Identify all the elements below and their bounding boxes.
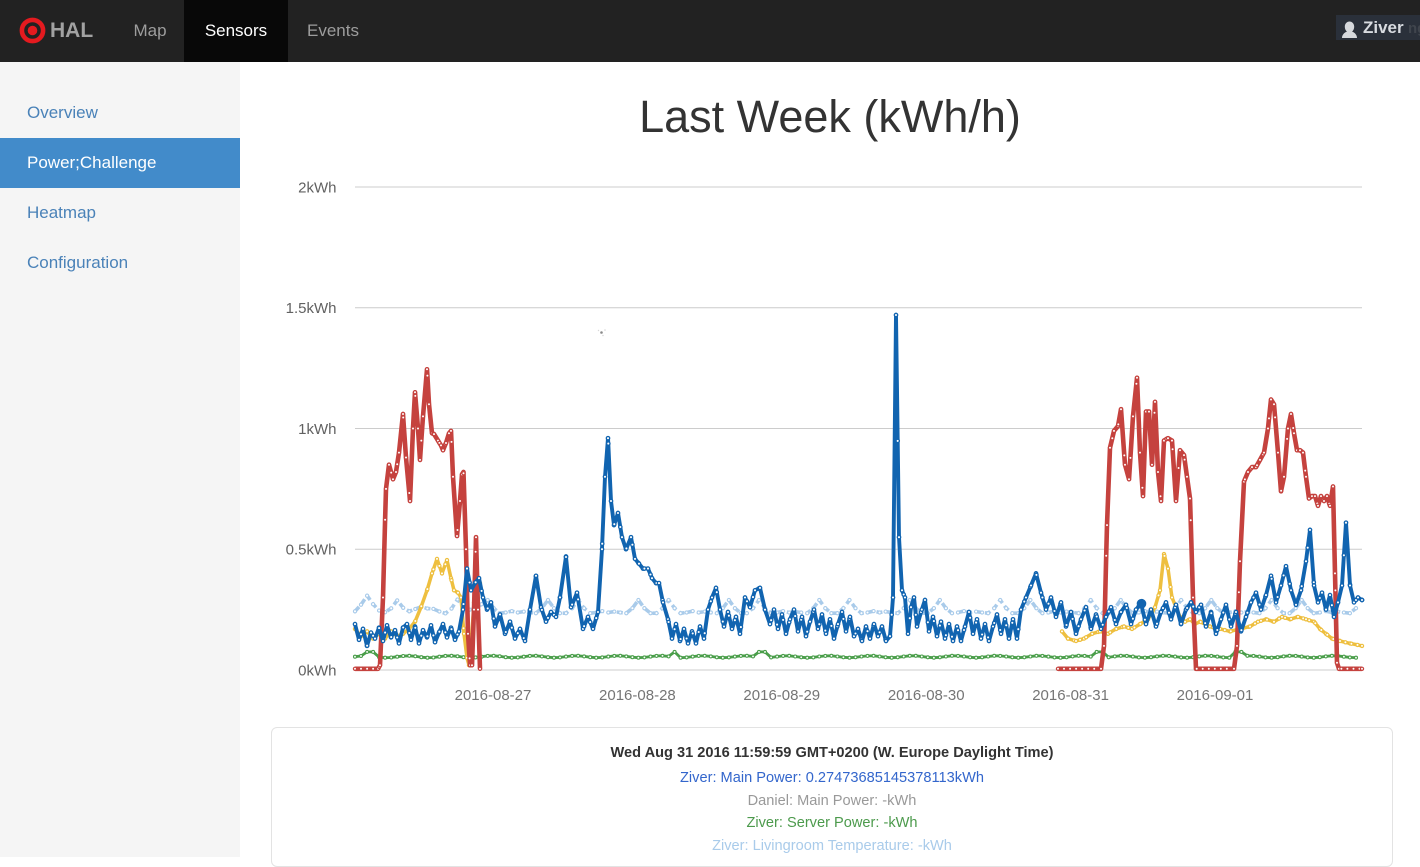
svg-text:2016-08-28: 2016-08-28	[599, 687, 676, 704]
svg-text:1kWh: 1kWh	[298, 421, 336, 438]
svg-text:2016-09-01: 2016-09-01	[1177, 687, 1254, 704]
svg-text:2016-08-30: 2016-08-30	[888, 687, 965, 704]
svg-text:1.5kWh: 1.5kWh	[286, 300, 337, 317]
svg-text:2016-08-31: 2016-08-31	[1032, 687, 1109, 704]
svg-text:2016-08-27: 2016-08-27	[455, 687, 532, 704]
svg-text:2016-08-29: 2016-08-29	[743, 687, 820, 704]
svg-text:0.5kWh: 0.5kWh	[286, 542, 337, 559]
svg-text:0kWh: 0kWh	[298, 662, 336, 679]
svg-text:2kWh: 2kWh	[298, 179, 336, 196]
